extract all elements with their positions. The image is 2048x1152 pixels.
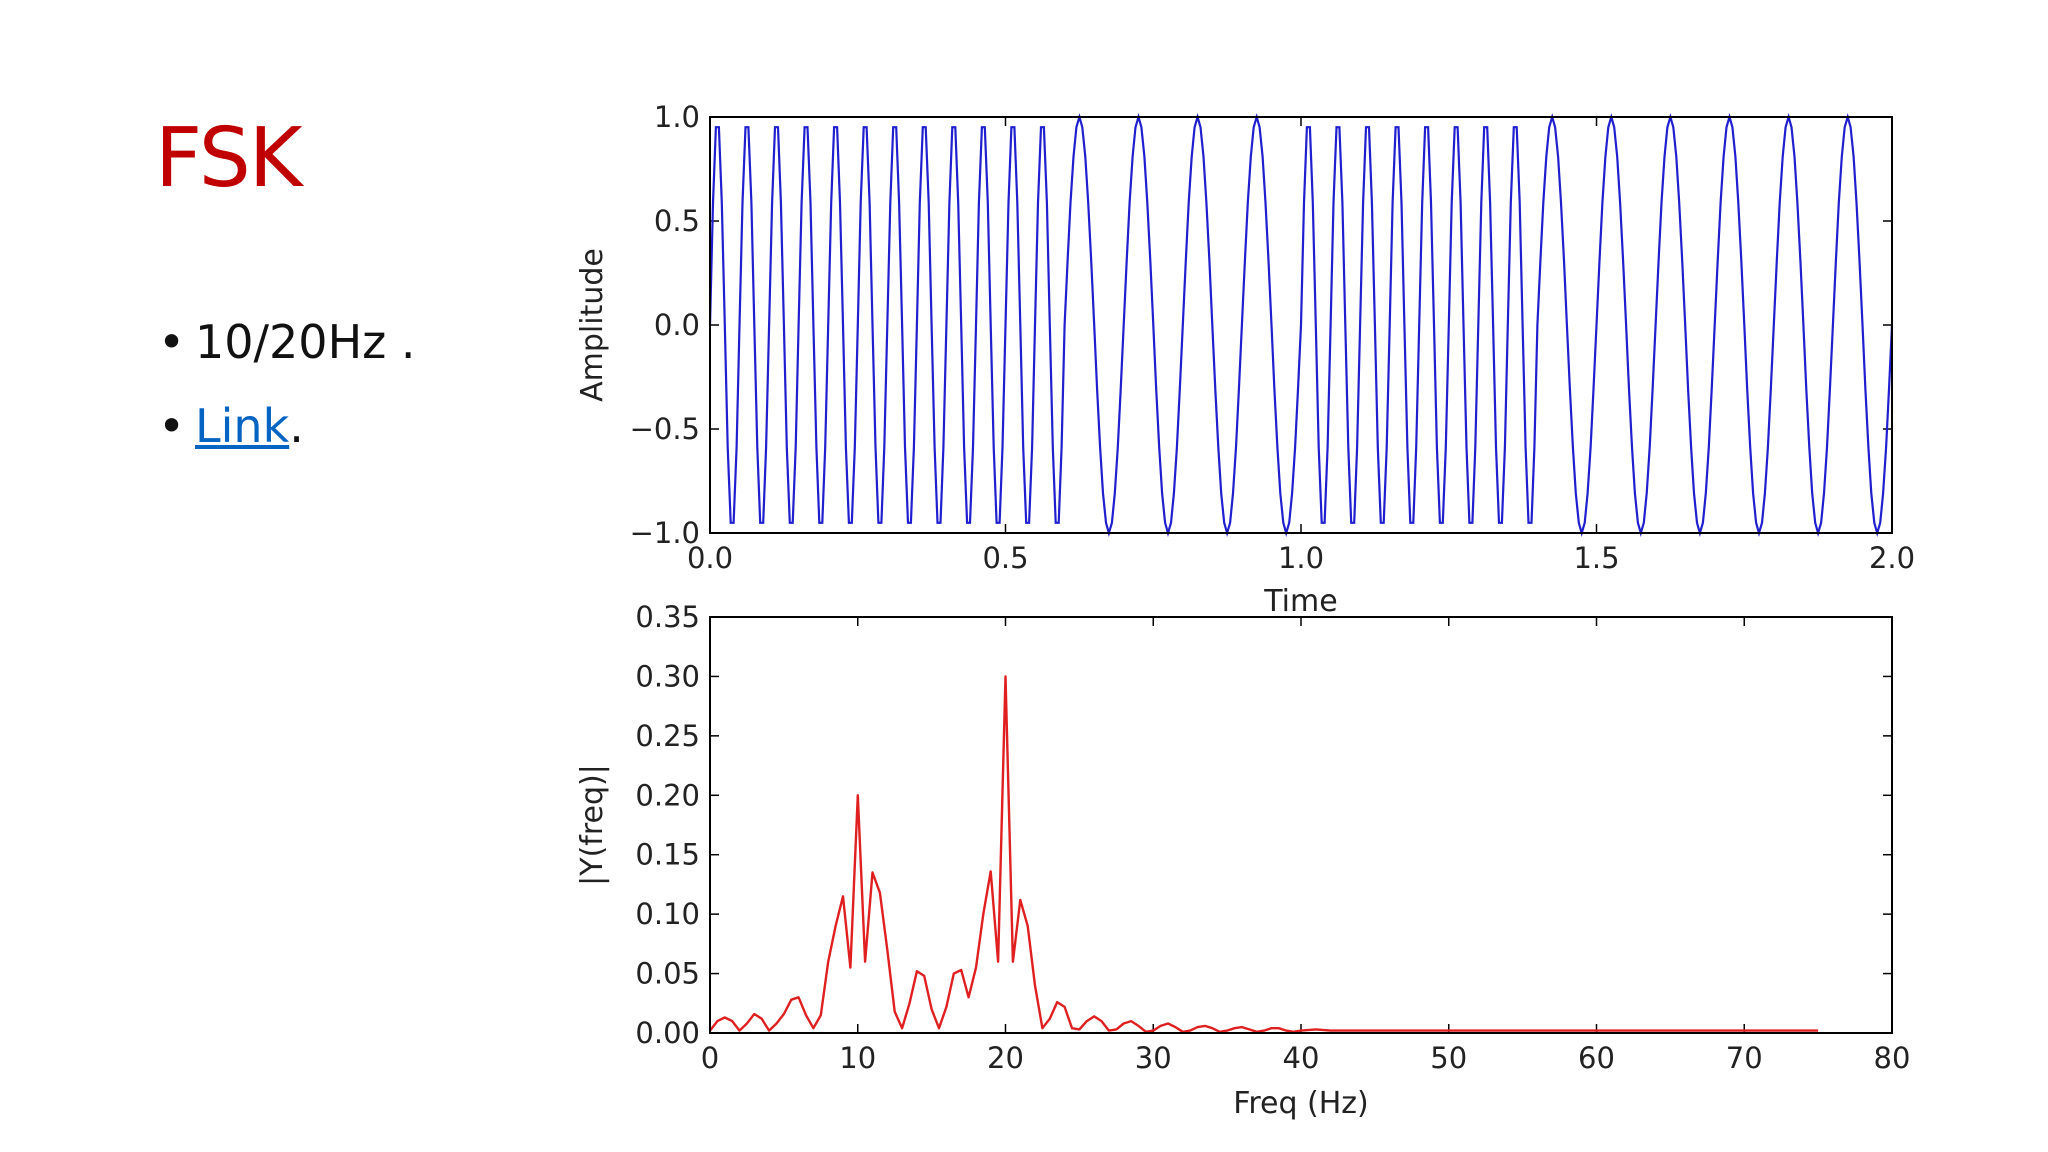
bullet-dot-icon: • xyxy=(158,315,186,369)
bottom-ytick-label: 0.20 xyxy=(635,778,700,812)
bottom-xtick-label: 10 xyxy=(839,1041,876,1075)
bottom-xtick-label: 80 xyxy=(1874,1041,1911,1075)
top-ytick-label: −0.5 xyxy=(630,412,700,446)
top-ytick-label: 1.0 xyxy=(654,100,700,134)
top-xtick-label: 0.5 xyxy=(982,541,1028,575)
time-signal-series xyxy=(708,113,1894,537)
bullet-list: • 10/20Hz . • Link. xyxy=(158,312,416,480)
spectrum-series xyxy=(709,675,1819,1034)
top-ytick-label: 0.5 xyxy=(654,204,700,238)
slide-title: FSK xyxy=(155,111,303,206)
top-xtick-label: 1.5 xyxy=(1573,541,1619,575)
bottom-ytick-label: 0.35 xyxy=(635,600,700,634)
bottom-xtick-label: 30 xyxy=(1135,1041,1172,1075)
amplitude-axis-label: Amplitude xyxy=(575,248,610,402)
bullet-text: 10/20Hz . xyxy=(195,315,416,369)
bottom-xtick-label: 20 xyxy=(987,1041,1024,1075)
freq-axis-label: Freq (Hz) xyxy=(1233,1086,1369,1121)
bullet-item: • Link. xyxy=(158,396,416,480)
bottom-xtick-label: 60 xyxy=(1578,1041,1615,1075)
bottom-xtick-label: 40 xyxy=(1283,1041,1320,1075)
top-ytick-label: 0.0 xyxy=(654,308,700,342)
bottom-ytick-label: 0.05 xyxy=(635,957,700,991)
link-text[interactable]: Link xyxy=(195,399,290,453)
bottom-xtick-label: 0 xyxy=(701,1041,719,1075)
bullet-item: • 10/20Hz . xyxy=(158,312,416,396)
top-plot-frame xyxy=(709,116,1893,534)
bottom-ytick-label: 0.00 xyxy=(635,1016,700,1050)
bottom-ytick-label: 0.25 xyxy=(635,719,700,753)
top-xtick-label: 0.0 xyxy=(687,541,733,575)
top-xtick-label: 1.0 xyxy=(1278,541,1324,575)
bullet-dot-icon: • xyxy=(158,399,186,453)
top-xtick-label: 2.0 xyxy=(1869,541,1915,575)
bottom-ytick-label: 0.30 xyxy=(635,659,700,693)
top-ytick-label: −1.0 xyxy=(630,516,700,550)
time-axis-label: Time xyxy=(1263,584,1337,619)
link-suffix: . xyxy=(289,399,304,453)
magnitude-axis-label: |Y(freq)| xyxy=(575,764,610,886)
bottom-xtick-label: 50 xyxy=(1430,1041,1467,1075)
bottom-ytick-label: 0.15 xyxy=(635,838,700,872)
bottom-plot-frame xyxy=(709,616,1893,1034)
bottom-ytick-label: 0.10 xyxy=(635,897,700,931)
bottom-xtick-label: 70 xyxy=(1726,1041,1763,1075)
